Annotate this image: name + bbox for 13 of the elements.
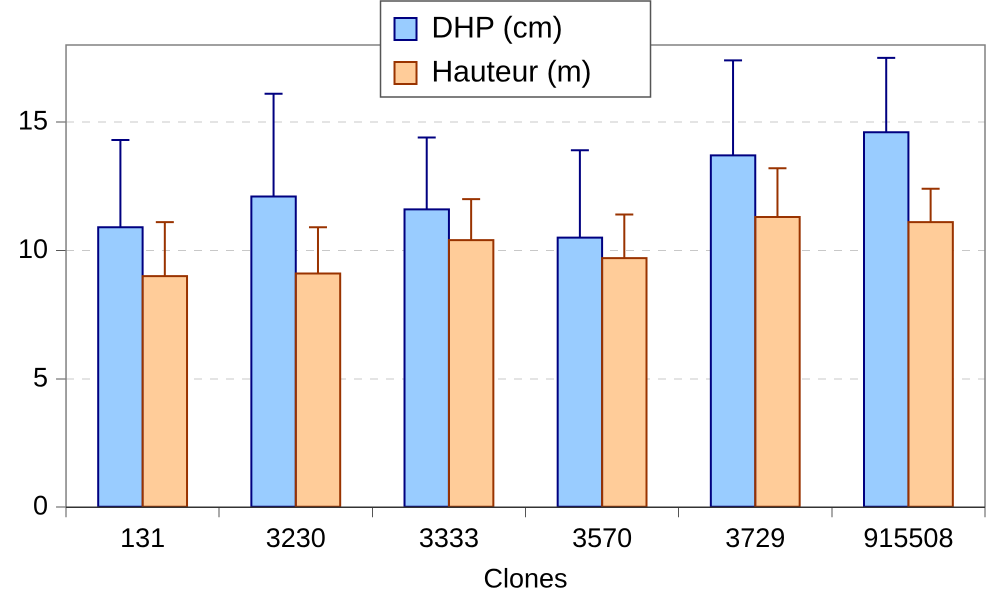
y-tick-label: 10 (18, 234, 48, 264)
legend-label: DHP (cm) (432, 11, 563, 44)
x-axis-title: Clones (483, 563, 568, 594)
y-tick-label: 5 (33, 362, 48, 392)
x-tick-label: 3230 (266, 522, 326, 553)
x-tick-label: 3333 (418, 522, 479, 553)
x-tick-label: 915508 (863, 522, 954, 553)
y-tick-label: 15 (18, 105, 48, 136)
x-tick-label: 131 (120, 522, 166, 553)
legend-label: Hauteur (m) (432, 55, 592, 88)
y-tick-label: 0 (33, 490, 48, 521)
x-tick-label: 3570 (572, 522, 632, 553)
x-tick-label: 3729 (725, 522, 786, 553)
